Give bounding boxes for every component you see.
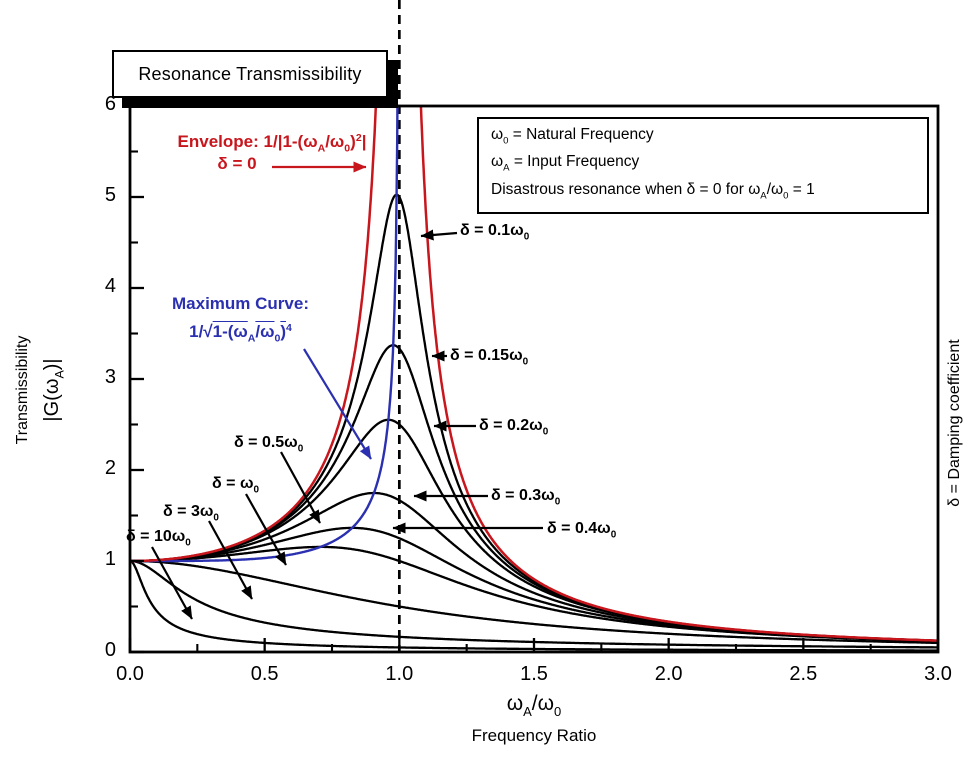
legend-line-disastrous-resonance: Disastrous resonance when δ = 0 for ωA/ω… [491, 180, 815, 201]
right-axis-title: δ = Damping coefficient [946, 339, 963, 507]
delta-zero-label: δ = 0 [217, 154, 257, 173]
legend-line-natural-frequency: ω0 = Natural Frequency [491, 126, 654, 147]
delta-label: δ = 10ω0 [126, 528, 191, 549]
y-tick-label: 1 [104, 548, 116, 570]
y-axis-title: Transmissibility |G(ωA)| [10, 280, 74, 500]
x-tick-label: 2.5 [789, 663, 818, 685]
x-tick-label: 0.5 [250, 663, 279, 685]
maximum-curve-label-line1: Maximum Curve: [172, 294, 309, 313]
delta-label: δ = 3ω0 [163, 503, 219, 524]
annotation-arrow [245, 493, 287, 566]
delta-label: δ = 0.4ω0 [547, 520, 617, 541]
legend-box: ω0 = Natural Frequency ωA = Input Freque… [477, 117, 929, 214]
curve-envelope [131, 106, 937, 642]
annotation-arrow [420, 229, 458, 241]
delta-label: δ = 0.1ω0 [460, 222, 530, 243]
y-tick-label: 5 [104, 184, 116, 206]
y-tick-label: 0 [104, 639, 116, 661]
x-axis-subtitle: Frequency Ratio [471, 726, 597, 745]
delta-label: δ = 0.2ω0 [479, 417, 549, 438]
chart-title-box: Resonance Transmissibility [112, 50, 388, 98]
y-tick-label: 2 [104, 457, 116, 479]
maximum-curve-label-line2: 1/√1-(ωA/ω0)4 [189, 321, 292, 345]
x-tick-label: 0.0 [116, 663, 144, 685]
annotation-arrow [208, 520, 253, 600]
y-axis-title-symbol: |G(ωA)| [41, 358, 67, 422]
delta-label: δ = 0.15ω0 [450, 347, 529, 368]
x-tick-label: 3.0 [924, 663, 952, 685]
delta-label: δ = 0.3ω0 [491, 487, 561, 508]
x-axis-title: ωA/ω0 [506, 692, 562, 719]
y-tick-label: 6 [104, 93, 116, 115]
x-tick-label: 2.0 [654, 663, 683, 685]
envelope-label: Envelope: 1/|1-(ωA/ω0)2| [177, 131, 367, 155]
y-tick-label: 4 [104, 275, 116, 297]
maximum-curve-label: Maximum Curve: 1/√1-(ωA/ω0)4 [148, 292, 333, 351]
curve-delta-1 [131, 559, 937, 645]
curve-maximum [131, 106, 399, 563]
annotation-arrow [303, 348, 372, 460]
y-axis-title-word: Transmissibility [14, 335, 31, 445]
chart-title: Resonance Transmissibility [138, 63, 362, 84]
legend-line-input-frequency: ωA = Input Frequency [491, 153, 640, 174]
delta-label: δ = 0.5ω0 [234, 434, 304, 455]
annotation-arrow [280, 451, 321, 524]
y-tick-label: 3 [104, 366, 116, 388]
x-tick-label: 1.5 [520, 663, 548, 685]
x-tick-label: 1.0 [385, 663, 414, 685]
delta-label: δ = ω0 [212, 475, 259, 496]
annotation-arrow [151, 546, 193, 620]
